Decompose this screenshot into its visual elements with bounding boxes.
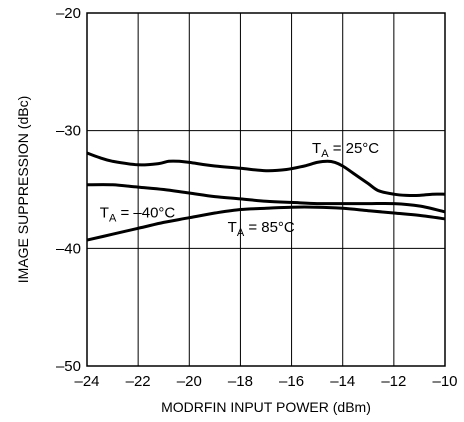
x-tick-label: –20 [177,373,202,390]
series-label: TA = –40°C [100,205,176,225]
grid [87,13,445,366]
series-label: TA = 25°C [312,140,379,160]
x-tick-label: –14 [330,373,355,390]
y-tick-label: –30 [56,123,81,140]
y-tick-label: –50 [56,358,81,375]
series-group [86,151,446,242]
x-tick-label: –16 [279,373,304,390]
y-tick-label: –40 [56,240,81,257]
series-line [86,151,446,198]
y-axis-title: IMAGE SUPPRESSION (dBc) [15,96,31,283]
series-line [86,183,446,214]
y-tick-label: –20 [56,5,81,22]
x-axis-title: MODRFIN INPUT POWER (dBm) [161,399,371,415]
series-line [86,205,446,242]
plot-frame [86,12,446,367]
x-tick-labels: –24 –22 –20 –18 –16 –14 –12 –10 [74,373,457,390]
series-label: TA = 85°C [228,219,295,239]
y-tick-labels: –50 –40 –30 –20 [56,5,81,375]
x-tick-label: –22 [126,373,151,390]
x-tick-label: –12 [381,373,406,390]
x-tick-label: –24 [74,373,99,390]
x-tick-label: –18 [228,373,253,390]
series-annotations: TA = 25°C TA = –40°C TA = 85°C [100,140,380,239]
x-tick-label: –10 [432,373,457,390]
